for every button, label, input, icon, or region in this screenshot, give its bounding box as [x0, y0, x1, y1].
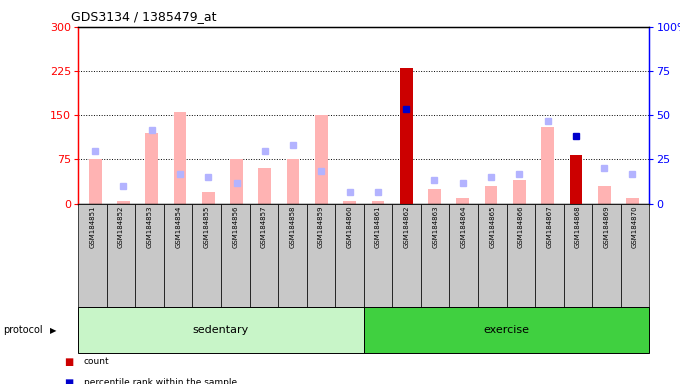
- Text: GSM184864: GSM184864: [461, 205, 466, 248]
- Text: GSM184863: GSM184863: [432, 205, 438, 248]
- Bar: [626, 198, 639, 204]
- Bar: [513, 180, 526, 204]
- Text: GSM184870: GSM184870: [632, 205, 638, 248]
- Text: protocol: protocol: [3, 325, 43, 335]
- Bar: [541, 127, 554, 204]
- Text: GSM184862: GSM184862: [404, 205, 409, 248]
- Bar: [231, 159, 243, 204]
- Bar: [173, 112, 186, 204]
- Bar: [343, 200, 356, 204]
- Bar: [146, 133, 158, 204]
- Text: GSM184867: GSM184867: [547, 205, 552, 248]
- Bar: [428, 189, 441, 204]
- Text: exercise: exercise: [483, 325, 530, 335]
- Bar: [400, 200, 413, 204]
- Text: GSM184868: GSM184868: [575, 205, 581, 248]
- Bar: [315, 115, 328, 204]
- Text: GSM184856: GSM184856: [233, 205, 238, 248]
- Text: GSM184860: GSM184860: [347, 205, 352, 248]
- Bar: [287, 159, 299, 204]
- Bar: [371, 200, 384, 204]
- Text: GSM184866: GSM184866: [518, 205, 524, 248]
- Text: count: count: [84, 357, 109, 366]
- Bar: [570, 155, 582, 204]
- Text: GSM184865: GSM184865: [490, 205, 495, 248]
- Bar: [117, 200, 130, 204]
- Text: GSM184851: GSM184851: [90, 205, 95, 248]
- Text: GSM184859: GSM184859: [318, 205, 324, 248]
- Bar: [89, 159, 101, 204]
- Text: GSM184852: GSM184852: [118, 205, 124, 248]
- Text: GSM184858: GSM184858: [290, 205, 295, 248]
- Text: GSM184855: GSM184855: [204, 205, 209, 248]
- Bar: [202, 192, 215, 204]
- Text: GSM184854: GSM184854: [175, 205, 181, 248]
- Text: ▶: ▶: [50, 326, 56, 335]
- Text: GSM184869: GSM184869: [604, 205, 609, 248]
- Bar: [485, 186, 497, 204]
- Bar: [598, 186, 611, 204]
- Text: ■: ■: [65, 378, 74, 384]
- Bar: [456, 198, 469, 204]
- Bar: [400, 68, 413, 204]
- Text: GDS3134 / 1385479_at: GDS3134 / 1385479_at: [71, 10, 217, 23]
- Text: GSM184861: GSM184861: [375, 205, 381, 248]
- Bar: [570, 156, 582, 204]
- Text: sedentary: sedentary: [193, 325, 249, 335]
- Text: ■: ■: [65, 357, 74, 367]
- Text: GSM184853: GSM184853: [147, 205, 152, 248]
- Text: percentile rank within the sample: percentile rank within the sample: [84, 378, 237, 384]
- Bar: [258, 168, 271, 204]
- Text: GSM184857: GSM184857: [261, 205, 267, 248]
